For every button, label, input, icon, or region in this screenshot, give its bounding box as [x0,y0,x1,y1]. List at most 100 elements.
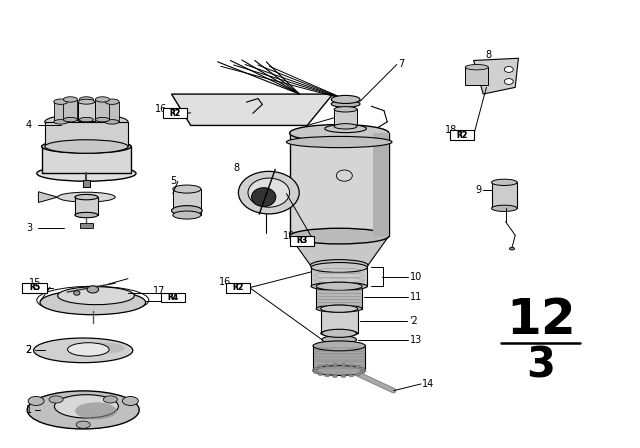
Bar [163,108,187,118]
Text: R2: R2 [232,283,244,292]
Text: 12: 12 [506,296,575,345]
Text: R2: R2 [169,109,180,118]
Ellipse shape [332,363,337,366]
Ellipse shape [321,305,358,312]
Bar [321,309,358,333]
Text: R3: R3 [296,236,308,245]
Text: 2: 2 [26,345,32,355]
Ellipse shape [313,366,365,375]
Ellipse shape [316,305,362,312]
Bar [290,236,314,246]
Ellipse shape [509,247,515,250]
Ellipse shape [76,402,116,419]
Polygon shape [172,94,333,125]
Ellipse shape [248,178,290,207]
Ellipse shape [75,212,98,218]
Bar [75,197,98,215]
Ellipse shape [322,336,356,344]
Ellipse shape [465,65,488,70]
Bar [313,346,365,370]
Ellipse shape [334,107,357,112]
Text: 1: 1 [26,405,32,415]
Ellipse shape [504,79,513,84]
Ellipse shape [68,343,109,356]
Ellipse shape [95,117,109,122]
Ellipse shape [54,99,68,104]
Bar [79,99,93,120]
Ellipse shape [312,369,317,372]
Ellipse shape [314,367,319,370]
Ellipse shape [173,185,201,193]
Ellipse shape [78,99,95,104]
Ellipse shape [76,421,90,428]
Text: 3: 3 [526,344,556,386]
Ellipse shape [334,124,357,129]
Ellipse shape [310,260,368,271]
Ellipse shape [28,396,44,405]
Ellipse shape [34,338,133,363]
Ellipse shape [355,373,360,375]
Ellipse shape [332,375,337,378]
Ellipse shape [325,125,367,133]
Bar [465,67,488,85]
Ellipse shape [504,66,513,72]
Text: 14: 14 [422,379,435,389]
Ellipse shape [87,286,99,293]
Ellipse shape [341,375,346,378]
Polygon shape [474,58,518,94]
Ellipse shape [252,188,276,207]
Ellipse shape [332,95,360,103]
Ellipse shape [45,140,128,153]
Text: R2: R2 [169,109,180,118]
Ellipse shape [80,342,125,354]
Bar [311,267,367,286]
Text: '2: '2 [410,316,419,326]
Ellipse shape [58,192,115,202]
Ellipse shape [63,117,77,122]
Ellipse shape [173,211,201,219]
Bar [372,133,389,236]
Ellipse shape [95,97,109,102]
Ellipse shape [45,114,128,130]
Text: 5: 5 [170,176,177,186]
Text: 8: 8 [234,163,240,173]
Text: R5: R5 [29,283,40,292]
Ellipse shape [105,120,119,124]
Ellipse shape [42,140,131,153]
Text: 4: 4 [26,121,32,130]
Ellipse shape [311,282,367,290]
Ellipse shape [28,391,140,429]
Ellipse shape [321,330,358,336]
Ellipse shape [75,194,98,200]
Ellipse shape [290,228,389,244]
Ellipse shape [79,97,93,102]
Bar [22,283,47,293]
Text: 15: 15 [29,278,42,288]
Text: R5: R5 [29,283,40,292]
Text: 7: 7 [398,59,404,69]
Text: 18: 18 [445,125,457,135]
Text: 9: 9 [475,185,481,195]
Ellipse shape [318,366,323,368]
Ellipse shape [311,263,367,272]
Text: 10: 10 [410,272,422,282]
Ellipse shape [316,282,362,290]
Text: 13: 13 [410,335,422,345]
Ellipse shape [324,374,330,377]
Ellipse shape [361,369,366,372]
Text: 16: 16 [156,104,168,114]
Ellipse shape [58,287,134,305]
Text: 16: 16 [220,277,232,287]
Ellipse shape [341,363,346,366]
Text: 2: 2 [26,345,32,355]
Bar [42,146,131,173]
Ellipse shape [103,396,117,403]
Bar [105,102,119,122]
Ellipse shape [122,396,138,405]
Ellipse shape [74,291,80,295]
Bar [492,182,517,208]
Text: R3: R3 [296,236,308,245]
Text: 3: 3 [26,224,32,233]
Ellipse shape [40,290,146,314]
Ellipse shape [37,166,136,181]
